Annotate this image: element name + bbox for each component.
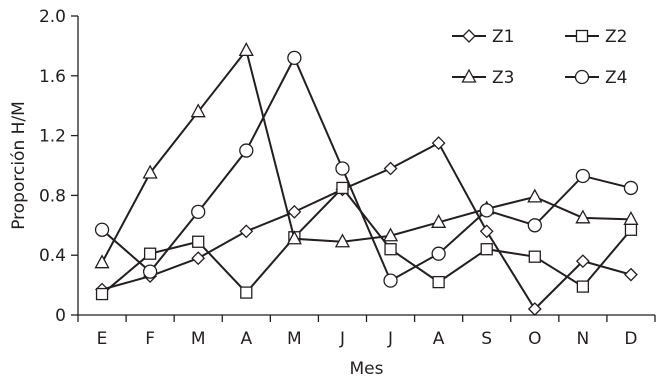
data-point-z4 xyxy=(142,264,158,279)
data-point-z4 xyxy=(431,246,446,261)
data-point-z2 xyxy=(384,243,397,256)
series-line-z3 xyxy=(101,48,631,264)
legend-marker-z2 xyxy=(575,29,589,43)
legend-marker-z4 xyxy=(574,69,590,85)
chart-legend: Z1 Z2 Z3 Z4 xyxy=(452,27,627,88)
x-tick-label: F xyxy=(145,329,155,349)
data-point-z1 xyxy=(527,302,542,316)
series-z2 xyxy=(95,181,638,301)
data-point-z2 xyxy=(480,243,493,256)
data-point-z4 xyxy=(287,50,302,66)
data-point-z1 xyxy=(383,161,398,176)
series-layer xyxy=(94,42,639,316)
data-point-z2 xyxy=(624,223,638,236)
data-point-z3 xyxy=(286,230,302,245)
x-tick-label: D xyxy=(624,329,637,349)
data-point-z1 xyxy=(479,224,494,239)
data-point-z4 xyxy=(527,218,542,233)
data-point-z3 xyxy=(431,213,447,228)
y-tick-label: 0.8 xyxy=(39,186,66,206)
data-point-z2 xyxy=(528,250,541,263)
x-tick-label: O xyxy=(528,329,541,349)
data-point-z4 xyxy=(239,143,254,158)
data-point-z3 xyxy=(94,254,110,269)
x-tick-label: M xyxy=(287,329,302,349)
data-point-z4 xyxy=(479,203,494,218)
legend-marker-z1 xyxy=(462,29,476,43)
x-tick-label: J xyxy=(387,329,393,349)
legend-label: Z1 xyxy=(492,27,514,47)
data-point-z3 xyxy=(575,209,591,224)
data-point-z1 xyxy=(624,267,638,282)
data-point-z4 xyxy=(623,180,639,196)
legend-item-z3: Z3 xyxy=(452,68,514,88)
data-point-z2 xyxy=(240,286,253,299)
chart-axes: 0 0.4 0.8 1.2 1.6 2.0 E F M A M J J A S O N D xyxy=(39,7,656,349)
data-point-z4 xyxy=(94,222,110,237)
y-tick-label: 2.0 xyxy=(39,7,66,27)
data-point-z4 xyxy=(383,273,398,288)
data-point-z3 xyxy=(623,210,639,225)
data-point-z1 xyxy=(431,136,446,150)
y-tick-label: 1.6 xyxy=(39,67,66,87)
data-point-z2 xyxy=(336,181,349,195)
x-tick-label: E xyxy=(97,329,108,349)
data-point-z4 xyxy=(335,161,350,176)
data-point-z1 xyxy=(287,204,302,219)
x-tick-label: A xyxy=(240,329,252,349)
data-point-z4 xyxy=(191,204,206,219)
data-point-z2 xyxy=(192,235,205,248)
data-point-z1 xyxy=(191,251,206,266)
data-point-z3 xyxy=(334,233,351,248)
y-tick-label: 0.4 xyxy=(39,246,66,266)
x-tick-label: N xyxy=(577,329,590,349)
legend-item-z2: Z2 xyxy=(565,27,627,47)
legend-marker-z3 xyxy=(461,68,477,83)
data-point-z4 xyxy=(575,168,591,184)
data-point-z3 xyxy=(142,164,158,179)
y-axis-label: Proporción H/M xyxy=(9,101,29,230)
x-tick-label: J xyxy=(339,329,345,349)
legend-label: Z3 xyxy=(492,68,514,88)
data-point-z3 xyxy=(527,188,543,203)
data-point-z2 xyxy=(432,275,445,289)
series-z4 xyxy=(94,50,639,288)
data-point-z3 xyxy=(238,42,254,57)
data-point-z3 xyxy=(382,227,399,242)
legend-item-z1: Z1 xyxy=(452,27,514,47)
y-tick-label: 0 xyxy=(55,306,66,326)
data-point-z1 xyxy=(575,254,590,269)
series-line-z1 xyxy=(101,141,632,311)
series-line-z2 xyxy=(101,186,632,295)
series-z3 xyxy=(94,42,639,269)
x-axis-label: Mes xyxy=(350,359,384,379)
series-line-z4 xyxy=(101,55,632,283)
x-tick-label: A xyxy=(433,329,445,349)
legend-item-z4: Z4 xyxy=(565,68,627,88)
data-point-z2 xyxy=(576,280,590,293)
y-tick-label: 1.2 xyxy=(39,127,66,147)
legend-label: Z4 xyxy=(605,68,627,88)
legend-label: Z2 xyxy=(605,27,627,47)
data-point-z2 xyxy=(143,247,157,260)
x-tick-label: M xyxy=(191,329,206,349)
data-point-z2 xyxy=(95,287,109,301)
data-point-z3 xyxy=(190,103,206,118)
data-point-z1 xyxy=(239,224,254,239)
x-tick-label: S xyxy=(481,329,492,349)
